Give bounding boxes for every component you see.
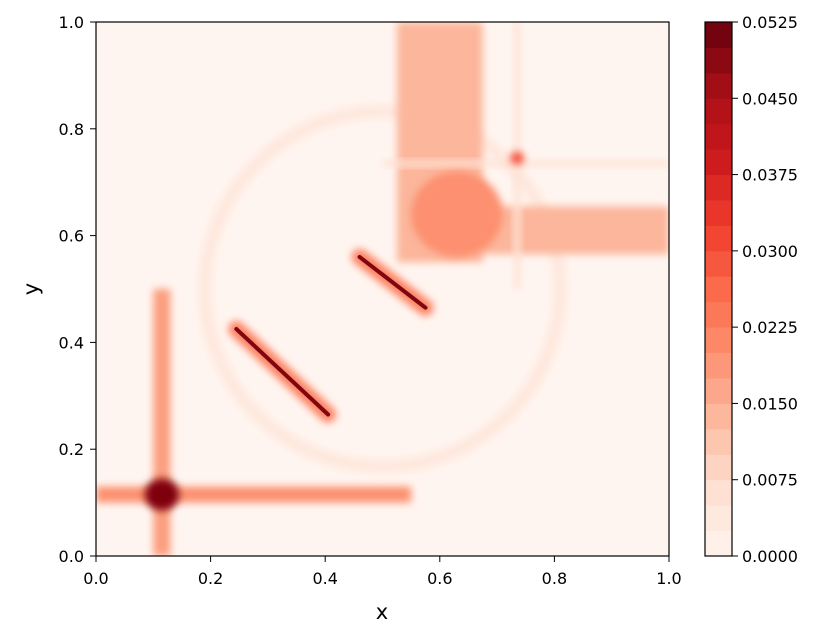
contour-arc bbox=[197, 104, 568, 474]
x-tick-label: 0.0 bbox=[83, 569, 108, 588]
colorbar-level bbox=[705, 479, 732, 506]
contour-band-vertical-0 bbox=[153, 289, 171, 556]
y-tick-label: 0.6 bbox=[59, 227, 84, 246]
colorbar-level bbox=[705, 250, 732, 277]
x-axis: 0.0 0.2 0.4 0.6 0.8 1.0 bbox=[83, 556, 682, 588]
colorbar-level bbox=[705, 72, 732, 99]
plot-frame bbox=[95, 21, 670, 557]
y-tick-label: 1.0 bbox=[59, 13, 84, 32]
colorbar-tick-label: 0.0075 bbox=[742, 471, 798, 490]
colorbar-level bbox=[705, 47, 732, 74]
colorbar-tick-label: 0.0450 bbox=[742, 89, 798, 108]
colorbar-level bbox=[705, 200, 732, 226]
x-tick-label: 0.6 bbox=[427, 569, 452, 588]
colorbar-level bbox=[705, 530, 732, 557]
x-tick-label: 0.8 bbox=[542, 569, 567, 588]
x-tick-label: 0.4 bbox=[312, 569, 337, 588]
contour-patch-2 bbox=[510, 151, 525, 165]
colorbar-tick-label: 0.0150 bbox=[742, 394, 798, 413]
colorbar-frame bbox=[704, 21, 733, 557]
y-tick-label: 0.2 bbox=[59, 440, 84, 459]
y-tick-label: 0.8 bbox=[59, 120, 84, 139]
contour-streak-0 bbox=[234, 327, 331, 417]
x-axis-label: x bbox=[376, 600, 388, 624]
colorbar-level bbox=[705, 403, 732, 430]
colorbar-level bbox=[705, 174, 732, 201]
colorbar-level bbox=[705, 123, 732, 150]
y-tick-label: 0.0 bbox=[59, 547, 84, 566]
colorbar bbox=[705, 22, 732, 557]
colorbar-level bbox=[705, 327, 732, 354]
colorbar-tick-label: 0.0225 bbox=[742, 318, 798, 337]
colorbar-level bbox=[705, 225, 732, 252]
colorbar-level bbox=[705, 149, 732, 176]
y-tick-label: 0.4 bbox=[59, 333, 84, 352]
colorbar-axis: 0.0000 0.0075 0.0150 0.0225 0.0300 0.0375 0.04… bbox=[732, 13, 798, 566]
contour-band-horizontal-1 bbox=[96, 486, 412, 503]
colorbar-level bbox=[705, 454, 732, 481]
colorbar-level bbox=[705, 98, 732, 125]
plot-area bbox=[96, 22, 669, 556]
colorbar-level bbox=[705, 22, 732, 48]
colorbar-tick-label: 0.0000 bbox=[742, 547, 798, 566]
colorbar-level bbox=[705, 301, 732, 328]
colorbar-level bbox=[705, 428, 732, 455]
y-axis-label: y bbox=[19, 283, 43, 295]
colorbar-level bbox=[705, 378, 732, 404]
contour-layer bbox=[96, 22, 669, 556]
contour-patch-1 bbox=[144, 478, 180, 511]
colorbar-level bbox=[705, 352, 732, 379]
colorbar-tick-label: 0.0525 bbox=[742, 13, 798, 32]
contour-background bbox=[96, 22, 669, 556]
colorbar-level bbox=[705, 276, 732, 303]
y-axis: 0.0 0.2 0.4 0.6 0.8 1.0 bbox=[59, 13, 96, 566]
contour-band-horizontal-5 bbox=[382, 160, 669, 167]
colorbar-level bbox=[705, 505, 732, 532]
x-tick-label: 1.0 bbox=[656, 569, 681, 588]
contour-streak-1 bbox=[357, 254, 428, 310]
colorbar-tick-label: 0.0375 bbox=[742, 166, 798, 185]
colorbar-tick-label: 0.0300 bbox=[742, 242, 798, 261]
contour-patch-0 bbox=[411, 171, 503, 257]
x-tick-label: 0.2 bbox=[198, 569, 223, 588]
